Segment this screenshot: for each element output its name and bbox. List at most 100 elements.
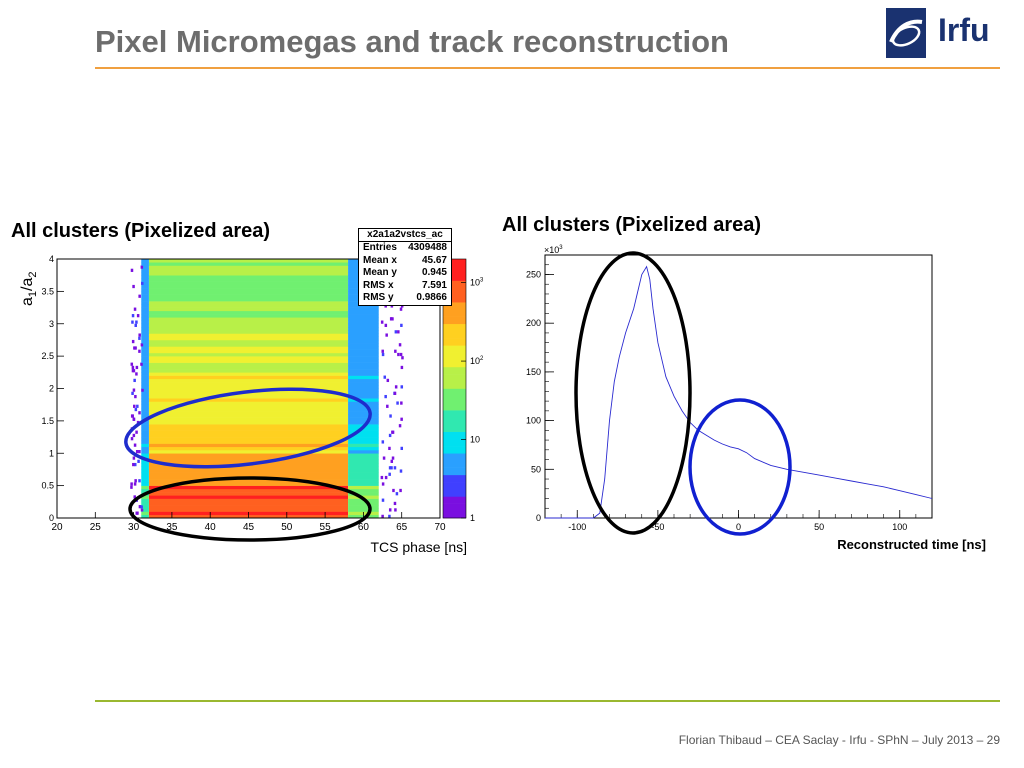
heatmap-cell: [348, 505, 379, 509]
heatmap-cell: [148, 394, 349, 399]
x-tick-label: 50: [814, 522, 824, 532]
heatmap-cell: [400, 385, 404, 389]
heatmap-cell: [348, 378, 379, 383]
heatmap-cell: [140, 343, 144, 347]
heatmap-cell: [148, 297, 349, 302]
heatmap-cell: [397, 330, 400, 334]
line-chart-x-label: Reconstructed time [ns]: [837, 537, 986, 552]
heatmap-cell: [384, 475, 388, 480]
highlight-ellipse: [124, 387, 372, 469]
heatmap-cell: [141, 407, 149, 412]
heatmap-cell: [385, 333, 388, 337]
heatmap-cell: [141, 404, 149, 409]
heatmap-cell: [148, 317, 349, 321]
heatmap-cell: [394, 508, 397, 512]
heatmap-cell: [148, 352, 349, 357]
heatmap-cell: [148, 301, 349, 305]
heatmap-cell: [148, 275, 349, 279]
stats-value: 45.67: [421, 254, 447, 266]
x-tick-label: 70: [434, 522, 446, 533]
heatmap-color-scale: [443, 259, 466, 519]
heatmap-cell: [348, 453, 379, 457]
heatmap-cell: [141, 440, 149, 444]
heatmap-cell: [148, 265, 349, 270]
heatmap-cell: [133, 443, 137, 447]
heatmap-cell: [148, 456, 349, 461]
heatmap-cell: [148, 404, 349, 409]
color-scale-step: [443, 345, 466, 353]
heatmap-cell: [134, 462, 137, 467]
heatmap-cell: [141, 475, 149, 480]
heatmap-cell: [140, 265, 144, 269]
heatmap-cell: [140, 505, 143, 509]
color-scale-step: [443, 287, 466, 296]
heatmap-cell: [348, 346, 379, 350]
line-chart: ×103 -100 -50 0 50 100 0 50 100 150 200 250 Recon…: [526, 245, 986, 552]
heatmap-cell: [141, 501, 149, 506]
heatmap-annotations: [124, 387, 372, 542]
heatmap-cell: [348, 304, 379, 308]
heatmap-cell: [132, 284, 135, 289]
heatmap-cell: [348, 472, 379, 477]
heatmap-cell: [393, 391, 397, 395]
heatmap-cell: [148, 346, 349, 350]
y-tick-label: 0: [536, 513, 541, 523]
series-line: [545, 265, 933, 519]
heatmap-cell: [348, 482, 379, 486]
heatmap-cell: [141, 378, 149, 383]
color-scale-step: [443, 266, 466, 274]
heatmap-cell: [141, 450, 149, 454]
heatmap-cell: [148, 323, 349, 328]
heatmap-cell: [399, 469, 403, 473]
heatmap-cell: [138, 411, 141, 415]
heatmap-cell: [348, 333, 379, 337]
heatmap-cell: [386, 404, 389, 408]
slide-footer: Florian Thibaud – CEA Saclay - Irfu - SP…: [678, 733, 1000, 747]
color-scale-step: [443, 410, 466, 418]
heatmap-cell: [141, 346, 149, 350]
heatmap-cell: [388, 433, 392, 438]
heatmap-cell: [348, 446, 379, 451]
x-tick-label: 30: [128, 522, 140, 533]
x-tick-label: -100: [568, 522, 586, 532]
x-tick-label: -50: [651, 522, 664, 532]
heatmap-cell: [132, 433, 136, 438]
heatmap-cell: [141, 472, 149, 477]
heatmap-cell: [141, 365, 149, 370]
heatmap-cell: [348, 330, 379, 334]
color-scale-step: [443, 366, 466, 375]
heatmap-chart: 20 25 30 35 40 45 50 55 60 65 70 0 0.5 1 1.5 2 2.5 3 3.5 4…: [19, 254, 484, 555]
heatmap-cell: [400, 365, 404, 370]
x-tick-label: 50: [281, 522, 293, 533]
heatmap-cell: [396, 401, 399, 405]
heatmap-cell: [130, 414, 134, 418]
color-scale-step: [443, 395, 466, 404]
heatmap-cell: [141, 505, 149, 509]
heatmap-cell: [148, 398, 349, 402]
heatmap-cell: [141, 278, 149, 282]
stats-row: RMS y 0.9866: [359, 292, 451, 305]
heatmap-cell: [148, 339, 349, 344]
heatmap-cell: [394, 385, 398, 389]
heatmap-cell: [388, 472, 391, 476]
heatmap-x-axis: 20 25 30 35 40 45 50 55 60 65 70: [51, 512, 446, 533]
stats-row: Entries 4309488: [359, 242, 451, 255]
z-tick-label: 103: [470, 278, 484, 288]
heatmap-cell: [388, 466, 392, 470]
color-scale-step: [443, 503, 466, 512]
heatmap-cell: [148, 479, 349, 483]
heatmap-cell: [394, 349, 397, 353]
stats-label: Entries: [363, 242, 397, 253]
heatmap-cell: [348, 339, 379, 344]
heatmap-cell: [380, 320, 384, 324]
color-scale-step: [443, 482, 466, 490]
heatmap-cell: [393, 466, 397, 470]
heatmap-cell: [141, 446, 149, 451]
heatmap-cell: [391, 456, 395, 460]
heatmap-cell: [138, 333, 141, 337]
heatmap-cell: [148, 288, 349, 292]
heatmap-cell: [141, 271, 149, 276]
z-tick-label: 1: [470, 513, 475, 523]
heatmap-cell: [130, 268, 134, 272]
highlight-ellipse: [128, 476, 372, 542]
